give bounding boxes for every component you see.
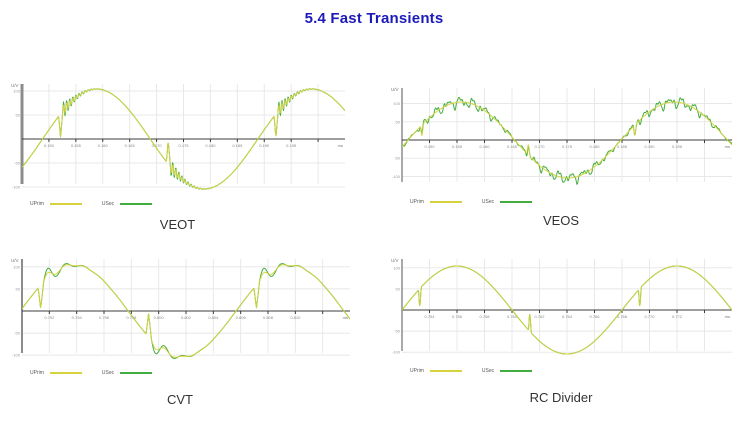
svg-text:0.190: 0.190 (644, 144, 655, 149)
svg-text:0.794: 0.794 (72, 315, 83, 320)
svg-text:0.175: 0.175 (178, 143, 189, 148)
legend-label-usec: USec (481, 368, 495, 374)
svg-text:0.195: 0.195 (672, 144, 683, 149)
svg-text:0.796: 0.796 (99, 315, 110, 320)
rc-divider-legend: UPrim USec (410, 367, 732, 375)
svg-text:0.810: 0.810 (290, 315, 301, 320)
svg-text:0.160: 0.160 (98, 143, 109, 148)
svg-text:0.770: 0.770 (644, 314, 655, 319)
legend-line-usec-icon (500, 201, 533, 203)
veot-legend: UPrim USec (30, 200, 345, 208)
svg-text:0.760: 0.760 (507, 314, 518, 319)
svg-text:0.170: 0.170 (152, 143, 163, 148)
svg-text:100: 100 (13, 264, 20, 269)
svg-text:ms: ms (343, 315, 348, 320)
svg-text:0.180: 0.180 (205, 143, 216, 148)
legend-line-usec-icon (500, 370, 533, 372)
svg-text:U/V: U/V (11, 258, 19, 263)
svg-text:-100: -100 (12, 353, 21, 358)
chart-veos: 100 50 -50 -100 0.150 0.155 0.160 0.165 0.170 0.1… (390, 84, 732, 228)
svg-text:0.754: 0.754 (424, 314, 435, 319)
svg-text:0.160: 0.160 (479, 144, 490, 149)
legend-line-uprim-icon (49, 372, 82, 374)
svg-text:-100: -100 (392, 350, 401, 355)
svg-text:0.175: 0.175 (562, 144, 573, 149)
caption-rc-divider: RC Divider (529, 390, 593, 405)
svg-text:0.768: 0.768 (617, 314, 628, 319)
svg-text:100: 100 (393, 265, 400, 270)
svg-text:0.804: 0.804 (208, 315, 219, 320)
svg-text:50: 50 (396, 286, 401, 291)
svg-text:0.165: 0.165 (507, 144, 518, 149)
svg-text:50: 50 (16, 113, 21, 118)
caption-cvt: CVT (167, 392, 193, 407)
svg-text:U/V: U/V (391, 258, 399, 263)
svg-text:0.772: 0.772 (672, 314, 683, 319)
legend-label-uprim: UPrim (410, 199, 424, 205)
svg-text:0.756: 0.756 (452, 314, 463, 319)
svg-text:-50: -50 (394, 329, 401, 334)
cvt-legend: UPrim USec (30, 369, 350, 377)
svg-text:-50: -50 (14, 161, 21, 166)
caption-veos: VEOS (542, 213, 580, 228)
svg-text:0.766: 0.766 (589, 314, 600, 319)
svg-text:0.798: 0.798 (126, 315, 137, 320)
legend-line-uprim-icon (49, 203, 82, 205)
svg-text:-50: -50 (14, 331, 21, 336)
rc-divider-plot: 100 50 -50 -100 0.754 0.756 0.758 0.760 0.762 0.7… (391, 258, 732, 355)
svg-text:0.185: 0.185 (232, 143, 243, 148)
svg-text:ms: ms (725, 144, 730, 149)
svg-text:0.155: 0.155 (452, 144, 463, 149)
svg-text:0.800: 0.800 (154, 315, 165, 320)
svg-text:0.806: 0.806 (236, 315, 247, 320)
legend-label-uprim: UPrim (30, 370, 44, 376)
svg-text:0.185: 0.185 (617, 144, 628, 149)
svg-text:0.150: 0.150 (424, 144, 435, 149)
caption-veot: VEOT (159, 217, 196, 232)
legend-label-uprim: UPrim (410, 368, 424, 374)
legend-label-usec: USec (101, 201, 115, 207)
legend-label-usec: USec (101, 370, 115, 376)
svg-text:0.758: 0.758 (479, 314, 490, 319)
svg-text:0.190: 0.190 (259, 143, 270, 148)
legend-line-usec-icon (120, 203, 153, 205)
chart-cvt: 100 50 -50 -100 0.792 0.794 0.796 0.798 0.800 0.8… (10, 255, 350, 407)
veot-plot: 100 50 -50 -100 0.150 0.155 0.160 0.165 0.170 0.1… (11, 83, 345, 190)
legend-label-usec: USec (481, 199, 495, 205)
svg-text:-100: -100 (392, 174, 401, 179)
svg-text:U/V: U/V (11, 83, 19, 88)
legend-line-uprim-icon (429, 370, 462, 372)
svg-text:0.180: 0.180 (589, 144, 600, 149)
svg-text:0.802: 0.802 (181, 315, 192, 320)
svg-text:0.165: 0.165 (125, 143, 136, 148)
svg-text:50: 50 (396, 119, 401, 124)
svg-text:0.155: 0.155 (71, 143, 82, 148)
chart-veot: 100 50 -50 -100 0.150 0.155 0.160 0.165 0.170 0.1… (10, 80, 345, 232)
svg-text:50: 50 (16, 286, 21, 291)
svg-text:-50: -50 (394, 156, 401, 161)
svg-text:0.195: 0.195 (286, 143, 297, 148)
svg-text:U/V: U/V (391, 87, 399, 92)
svg-text:0.808: 0.808 (263, 315, 274, 320)
legend-line-uprim-icon (429, 201, 462, 203)
svg-text:0.762: 0.762 (534, 314, 545, 319)
svg-text:100: 100 (13, 89, 20, 94)
veos-legend: UPrim USec (410, 198, 732, 206)
svg-text:100: 100 (393, 101, 400, 106)
svg-text:0.764: 0.764 (562, 314, 573, 319)
svg-text:ms: ms (338, 143, 343, 148)
page-title: 5.4 Fast Transients (304, 10, 444, 27)
svg-text:0.170: 0.170 (534, 144, 545, 149)
svg-text:ms: ms (725, 314, 730, 319)
legend-label-uprim: UPrim (30, 201, 44, 207)
legend-line-usec-icon (120, 372, 153, 374)
chart-rc-divider: 100 50 -50 -100 0.754 0.756 0.758 0.760 0.762 0.7… (390, 255, 732, 405)
svg-text:0.150: 0.150 (44, 143, 55, 148)
veos-plot: 100 50 -50 -100 0.150 0.155 0.160 0.165 0.170 0.1… (391, 87, 732, 185)
cvt-plot: 100 50 -50 -100 0.792 0.794 0.796 0.798 0.800 0.8… (11, 258, 350, 359)
svg-text:-100: -100 (12, 185, 21, 190)
svg-text:0.792: 0.792 (44, 315, 55, 320)
